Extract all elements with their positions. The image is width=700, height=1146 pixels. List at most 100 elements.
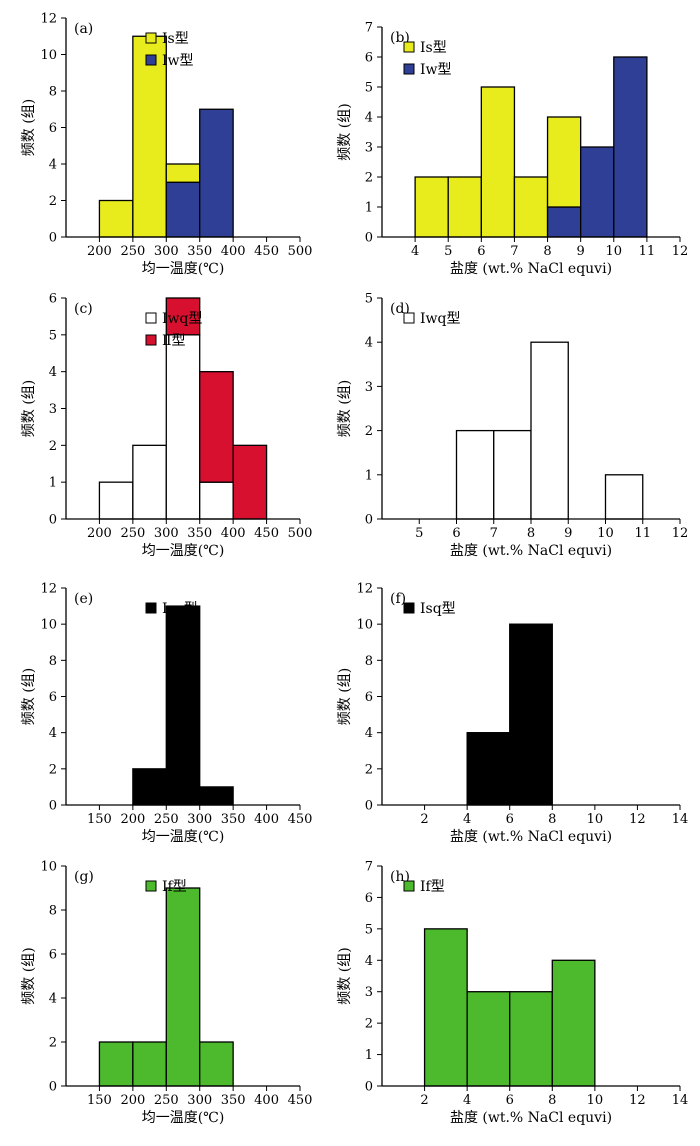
y-tick-label: 2 [49, 762, 57, 777]
bar-If-2-0 [165, 887, 201, 1087]
y-tick-label: 5 [365, 292, 373, 307]
x-tick-label: 500 [288, 526, 313, 541]
y-tick-label: 2 [49, 1036, 57, 1051]
x-tick-label: 14 [672, 1093, 689, 1108]
legend-swatch-Iwq [145, 312, 157, 324]
x-tick-label: 14 [672, 812, 689, 827]
x-tick-label: 300 [187, 1093, 212, 1108]
bar-Iwq-3-0 [199, 481, 234, 520]
y-tick-label: 6 [49, 121, 57, 136]
x-tick-label: 10 [606, 244, 623, 259]
x-tick-label: 350 [187, 526, 212, 541]
x-tick-label: 300 [154, 244, 179, 259]
x-axis-label: 均一温度(℃) [142, 261, 225, 277]
y-tick-label: 4 [49, 365, 57, 380]
x-tick-label: 4 [463, 1093, 471, 1108]
x-tick-label: 450 [254, 244, 279, 259]
legend-swatch-If [145, 880, 157, 892]
bar-Is-4-1 [546, 116, 582, 208]
y-axis-label: 频数 (组) [21, 668, 37, 725]
y-tick-label: 0 [365, 513, 373, 528]
y-axis-label: 频数 (组) [337, 947, 353, 1004]
x-tick-label: 10 [587, 812, 604, 827]
bar-II-3-1 [199, 371, 234, 483]
y-tick-label: 8 [49, 654, 57, 669]
y-tick-label: 1 [365, 468, 373, 483]
legend-label: Ⅰf型 [420, 879, 445, 895]
bar-If-2-0 [509, 991, 553, 1087]
x-tick-label: 250 [120, 244, 145, 259]
y-tick-label: 6 [365, 891, 373, 906]
bar-Is-2-0 [480, 86, 516, 238]
bar-Iwq-1-0 [132, 444, 167, 520]
bar-Isq-1-0 [509, 623, 553, 806]
y-tick-label: 1 [49, 476, 57, 491]
x-tick-label: 4 [463, 812, 471, 827]
legend-swatch-II [145, 334, 157, 346]
panel-e: 0 2 4 6 8 10 12 150 200 250 300 350 400 450 均一温度(℃) 频数 … [21, 582, 312, 846]
x-tick-label: 10 [587, 1093, 604, 1108]
y-tick-label: 8 [365, 654, 373, 669]
x-tick-label: 300 [154, 526, 179, 541]
panel-c: 0 1 2 3 4 5 6 200 250 300 350 400 450 500 均一温度(℃) 频数 (组… [21, 292, 312, 560]
y-tick-label: 2 [365, 762, 373, 777]
x-tick-label: 250 [120, 526, 145, 541]
x-tick-label: 150 [87, 812, 112, 827]
bar-Iwq-3-0 [604, 474, 644, 520]
bar-Iw-3-0 [199, 108, 234, 238]
x-tick-label: 12 [629, 812, 646, 827]
x-tick-label: 450 [288, 812, 313, 827]
x-tick-label: 2 [420, 1093, 428, 1108]
y-tick-label: 6 [49, 948, 57, 963]
y-tick-label: 6 [365, 51, 373, 66]
y-tick-label: 5 [365, 81, 373, 96]
x-tick-label: 400 [254, 1093, 279, 1108]
y-tick-label: 0 [365, 231, 373, 246]
x-axis-label: 均一温度(℃) [142, 829, 225, 845]
x-tick-label: 6 [477, 244, 485, 259]
x-tick-label: 5 [444, 244, 452, 259]
bar-Iwq-1-0 [493, 429, 532, 520]
y-tick-label: 4 [365, 336, 373, 351]
y-tick-label: 2 [49, 194, 57, 209]
bar-Iwq-2-0 [165, 334, 201, 520]
panel-a: 0 2 4 6 8 10 12 200 250 300 350 400 450 500 均一温度(℃) 频数 … [21, 12, 312, 278]
y-tick-label: 10 [40, 860, 57, 875]
panel-f: 0 2 4 6 8 10 12 2 4 6 8 10 12 14 盐度 (wt.% NaCl equvi) 频… [337, 582, 688, 846]
panel-g: 0 2 4 6 8 10 150 200 250 300 350 400 450 均一温度(℃) 频数 (组… [21, 860, 312, 1127]
panel-label: (f) [390, 591, 406, 607]
y-tick-label: 1 [365, 1048, 373, 1063]
x-tick-label: 350 [187, 244, 212, 259]
x-tick-label: 8 [548, 1093, 556, 1108]
x-tick-label: 200 [120, 812, 145, 827]
y-tick-label: 12 [356, 582, 373, 597]
x-tick-label: 8 [543, 244, 551, 259]
x-tick-label: 10 [597, 526, 614, 541]
y-tick-label: 4 [365, 954, 373, 969]
x-tick-label: 9 [564, 526, 572, 541]
legend-swatch-Iw [145, 54, 157, 66]
y-tick-label: 3 [49, 402, 57, 417]
panel-label: (c) [74, 301, 93, 317]
y-tick-label: 12 [40, 12, 57, 27]
y-tick-label: 0 [49, 231, 57, 246]
y-tick-label: 0 [365, 799, 373, 814]
bar-Is-0-0 [414, 176, 449, 238]
x-tick-label: 11 [634, 526, 651, 541]
x-tick-label: 12 [672, 526, 689, 541]
y-tick-label: 7 [365, 860, 373, 875]
x-tick-label: 12 [629, 1093, 646, 1108]
bar-Iw-4-0 [546, 206, 582, 238]
x-tick-label: 200 [87, 526, 112, 541]
bar-Is-1-0 [132, 35, 167, 238]
x-tick-label: 11 [639, 244, 656, 259]
x-tick-label: 6 [506, 1093, 514, 1108]
bar-If-0-0 [98, 1041, 134, 1087]
legend-label: Ⅱ型 [162, 333, 186, 349]
x-tick-label: 7 [510, 244, 518, 259]
legend-label: Ⅰs型 [162, 31, 189, 47]
bar-Isq-0-0 [466, 732, 511, 806]
x-tick-label: 7 [490, 526, 498, 541]
